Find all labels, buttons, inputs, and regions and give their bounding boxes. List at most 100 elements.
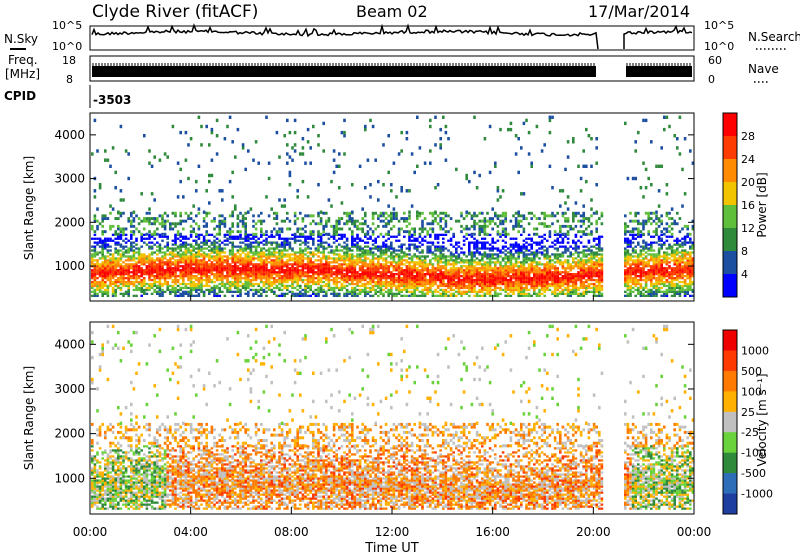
power-cell <box>189 249 193 252</box>
power-cell <box>93 219 97 223</box>
power-cell <box>546 275 549 278</box>
power-cell <box>273 290 276 293</box>
freq-tick-top: 18 <box>62 54 76 67</box>
power-cell <box>512 257 515 260</box>
power-cell <box>161 277 164 280</box>
power-cell <box>390 265 393 268</box>
power-cell <box>124 149 128 153</box>
power-cell <box>377 261 380 264</box>
power-cell <box>473 294 476 297</box>
power-cell <box>496 278 500 282</box>
power-cell <box>452 267 455 270</box>
power-cell <box>455 284 458 288</box>
power-cell <box>304 278 307 282</box>
power-cell <box>117 232 120 236</box>
power-cell <box>374 267 377 270</box>
nave-tick-bottom: 0 <box>708 73 715 86</box>
power-cell <box>439 127 442 132</box>
power-cell <box>369 275 372 278</box>
power-cell <box>119 257 123 260</box>
power-cell <box>517 249 520 252</box>
power-cell <box>223 275 227 278</box>
power-cell <box>353 273 357 276</box>
power-cell <box>327 257 331 260</box>
power-cell <box>364 232 367 236</box>
power-cell <box>221 267 224 270</box>
power-cell <box>361 278 364 282</box>
power-cell <box>319 217 323 220</box>
power-cell <box>291 257 294 260</box>
power-cell <box>192 288 195 292</box>
power-cell <box>182 243 185 246</box>
power-cell <box>221 275 224 278</box>
power-cell <box>132 294 136 297</box>
power-cell <box>408 263 411 266</box>
power-cell <box>98 257 102 260</box>
power-cell <box>265 273 268 276</box>
power-cell <box>444 230 448 234</box>
power-cell <box>104 245 107 248</box>
power-cell <box>109 227 112 231</box>
power-cell <box>535 286 539 290</box>
power-cell <box>330 235 333 238</box>
power-cell <box>296 227 299 231</box>
power-cell <box>353 269 357 272</box>
power-cell <box>475 277 479 280</box>
power-cell <box>221 219 224 223</box>
power-cell <box>309 253 312 256</box>
power-cell <box>218 219 221 223</box>
power-cell <box>546 278 549 282</box>
power-cell <box>488 124 492 129</box>
power-cell <box>559 282 562 286</box>
power-cell <box>122 239 125 242</box>
power-cell <box>314 267 318 270</box>
power-cell <box>345 271 349 274</box>
power-cell <box>119 277 123 280</box>
power-cell <box>551 277 554 280</box>
power-cell <box>119 189 123 193</box>
power-cell <box>483 269 487 272</box>
power-cell <box>249 267 253 270</box>
power-cell <box>468 286 471 290</box>
power-cell <box>340 271 344 274</box>
power-cell <box>494 290 497 293</box>
power-cell <box>429 124 432 129</box>
power-cell <box>556 269 559 272</box>
power-cell <box>130 271 133 274</box>
power-cell <box>522 121 526 126</box>
power-cell <box>403 259 406 262</box>
power-cell <box>494 288 497 292</box>
power-cell <box>543 265 546 268</box>
power-cell <box>104 277 107 280</box>
power-cell <box>559 204 562 208</box>
power-cell <box>111 273 115 276</box>
power-cell <box>273 271 276 274</box>
power-cell <box>447 273 450 276</box>
power-cell <box>119 245 123 248</box>
power-cell <box>98 282 102 286</box>
power-cell <box>371 288 375 292</box>
power-cell <box>517 243 520 246</box>
power-cell <box>530 245 533 248</box>
power-cell <box>200 124 203 129</box>
power-cell <box>421 230 424 234</box>
power-cell <box>410 152 414 156</box>
power-cell <box>202 247 206 250</box>
power-cell <box>319 241 323 244</box>
power-cell <box>533 288 536 292</box>
power-cell <box>314 271 318 274</box>
power-cell <box>405 137 409 141</box>
power-cell <box>504 265 507 268</box>
nave-label: Nave <box>748 62 779 76</box>
power-cell <box>364 214 367 218</box>
power-cell <box>208 277 211 280</box>
power-cell <box>228 280 232 284</box>
power-cell <box>418 259 422 262</box>
power-cell <box>449 263 453 266</box>
power-cell <box>202 290 206 293</box>
power-cell <box>260 277 263 280</box>
power-cell <box>486 277 489 280</box>
power-cell <box>293 257 297 260</box>
power-cell <box>470 267 474 270</box>
power-cell <box>434 143 437 147</box>
